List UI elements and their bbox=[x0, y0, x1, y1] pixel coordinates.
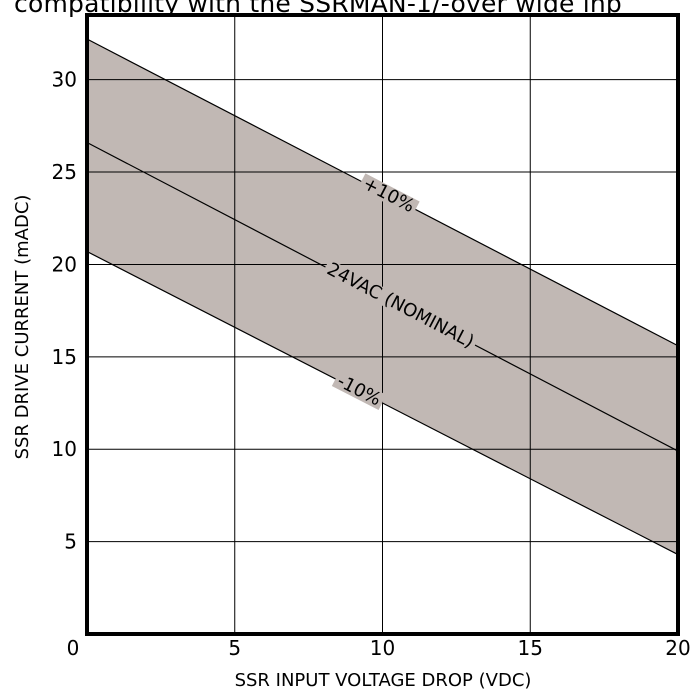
annotation-backdrop bbox=[331, 370, 387, 411]
x-tick-label: 5 bbox=[228, 636, 241, 660]
y-tick-label: 20 bbox=[52, 252, 77, 276]
x-tick-label: 20 bbox=[665, 636, 690, 660]
y-tick-label: 5 bbox=[64, 530, 77, 554]
y-tick-label: 25 bbox=[52, 160, 77, 184]
series-line-2 bbox=[86, 250, 679, 556]
y-tick-label: 30 bbox=[52, 68, 77, 92]
y-axis-label: SSR DRIVE CURRENT (mADC) bbox=[12, 195, 33, 460]
x-tick-label: 10 bbox=[370, 636, 395, 660]
y-tick-label: 15 bbox=[52, 345, 77, 369]
y-tick-label: 10 bbox=[52, 437, 77, 461]
plot-frame bbox=[85, 13, 680, 636]
x-axis-label: SSR INPUT VOLTAGE DROP (VDC) bbox=[235, 670, 532, 691]
x-tick-label: 0 bbox=[67, 636, 80, 660]
annotation-backdrop bbox=[357, 173, 420, 217]
x-tick-label: 15 bbox=[518, 636, 543, 660]
annotation-backdrop bbox=[321, 259, 480, 353]
